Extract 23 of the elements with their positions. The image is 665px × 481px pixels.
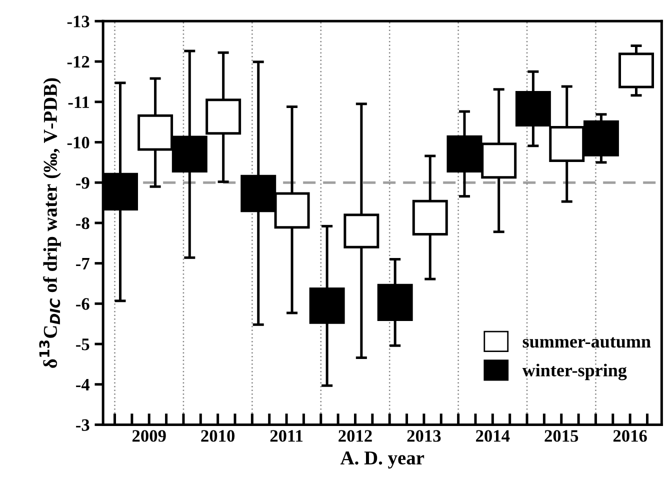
x-tick-label: 2013 — [407, 430, 441, 442]
x-tick-label: 2015 — [544, 430, 578, 442]
y-tick-label: -10 — [67, 136, 90, 148]
y-tick-label: -13 — [67, 16, 90, 28]
y-tick-label: -9 — [76, 177, 90, 189]
legend-label: winter-spring — [522, 364, 627, 380]
x-tick-label: 2014 — [476, 430, 510, 442]
legend-label: summer-autumn — [522, 337, 651, 348]
x-tick-label: 2010 — [201, 430, 235, 442]
y-tick-label: -7 — [76, 258, 90, 270]
y-tick-label: -12 — [67, 56, 90, 68]
y-tick-label: -11 — [68, 96, 89, 108]
x-tick-label: 2016 — [613, 430, 647, 442]
y-axis-title: δ$^{13}$C$_{DIC}$ of drip water (‰, V-PDB) — [39, 78, 61, 368]
y-tick-label: -4 — [76, 378, 90, 390]
x-axis-title: A. D. year — [340, 451, 424, 469]
y-tick-label: -8 — [76, 217, 90, 230]
x-tick-label: 2011 — [270, 430, 303, 442]
x-tick-label: 2009 — [132, 430, 166, 442]
y-tick-label: -5 — [76, 338, 90, 350]
y-tick-label: -6 — [76, 298, 90, 310]
x-tick-label: 2012 — [338, 430, 372, 442]
y-tick-label: -3 — [76, 419, 90, 431]
